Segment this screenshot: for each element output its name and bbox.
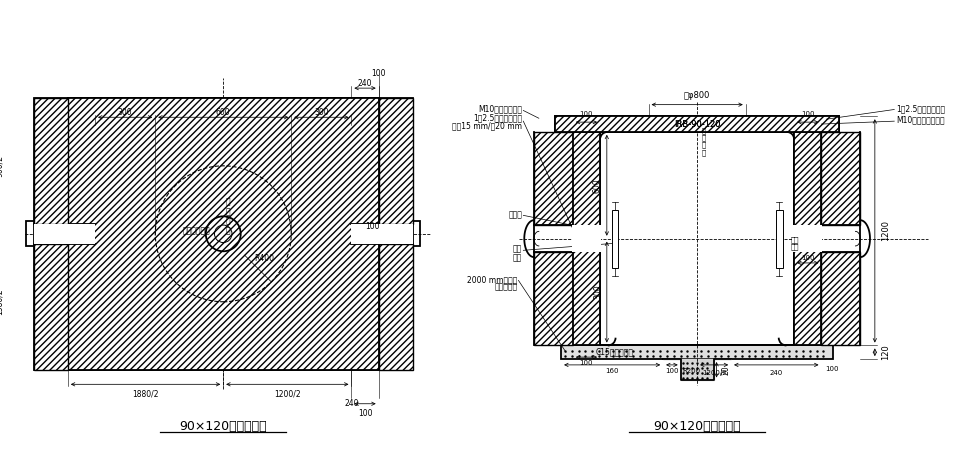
Bar bbox=[821, 252, 860, 345]
Text: R200: R200 bbox=[683, 368, 701, 374]
Text: 240: 240 bbox=[344, 399, 358, 408]
Text: 100: 100 bbox=[365, 222, 380, 231]
Text: 300: 300 bbox=[593, 285, 602, 299]
Text: 240: 240 bbox=[770, 370, 783, 375]
Text: 厚内15 mm/外20 mm: 厚内15 mm/外20 mm bbox=[452, 122, 522, 130]
Text: 100: 100 bbox=[579, 111, 593, 117]
Bar bbox=[555, 116, 839, 132]
Bar bbox=[352, 224, 413, 243]
Bar bbox=[220, 125, 228, 130]
Text: 1580/2: 1580/2 bbox=[0, 288, 4, 315]
Bar bbox=[95, 125, 352, 343]
Bar bbox=[95, 125, 352, 343]
Text: 90×120手孔平面图: 90×120手孔平面图 bbox=[180, 419, 267, 433]
Text: 洞φ800: 洞φ800 bbox=[684, 91, 710, 100]
Text: 100: 100 bbox=[579, 360, 593, 366]
Bar bbox=[600, 132, 794, 345]
Bar bbox=[794, 132, 821, 345]
Bar bbox=[573, 132, 600, 345]
Bar bbox=[26, 221, 33, 247]
Text: 100: 100 bbox=[825, 366, 838, 372]
Bar bbox=[572, 225, 601, 252]
Text: 电缆
支架: 电缆 支架 bbox=[791, 237, 799, 250]
Bar bbox=[573, 132, 600, 345]
Text: 600: 600 bbox=[216, 108, 230, 117]
Text: R400: R400 bbox=[254, 254, 274, 262]
Text: M10水泥砂浆砖砌体: M10水泥砂浆砖砌体 bbox=[896, 116, 945, 125]
Text: 240: 240 bbox=[358, 79, 372, 88]
Text: IRB-90-120: IRB-90-120 bbox=[674, 119, 721, 128]
Text: 手
孔
中
线: 手 孔 中 线 bbox=[702, 128, 706, 156]
Text: 160: 160 bbox=[605, 368, 619, 374]
Text: 120: 120 bbox=[880, 345, 890, 360]
Bar bbox=[379, 243, 413, 370]
Text: 300: 300 bbox=[118, 108, 133, 117]
Bar bbox=[33, 98, 68, 370]
Bar bbox=[220, 338, 228, 343]
Text: 拉力环: 拉力环 bbox=[509, 210, 522, 219]
Text: C15混凝土基础: C15混凝土基础 bbox=[596, 348, 633, 357]
Text: 1200/2: 1200/2 bbox=[274, 389, 300, 398]
Text: 2000 mm加钢筋: 2000 mm加钢筋 bbox=[467, 275, 517, 284]
Text: 手
孔
中
线: 手 孔 中 线 bbox=[226, 197, 230, 235]
Text: 穿钉
位置: 穿钉 位置 bbox=[513, 244, 522, 262]
Bar bbox=[600, 132, 794, 345]
Bar bbox=[68, 98, 379, 370]
Bar bbox=[33, 243, 68, 370]
Text: 1200: 1200 bbox=[880, 220, 890, 242]
Text: 100: 100 bbox=[371, 69, 386, 78]
Bar bbox=[68, 98, 379, 370]
Bar bbox=[612, 209, 619, 268]
Text: M10水泥砂浆填层: M10水泥砂浆填层 bbox=[478, 104, 522, 113]
Bar bbox=[561, 345, 833, 359]
Text: 1880/2: 1880/2 bbox=[132, 389, 159, 398]
Text: 1200/2: 1200/2 bbox=[702, 370, 727, 375]
Text: IRB-90-120: IRB-90-120 bbox=[674, 119, 721, 128]
Text: 100: 100 bbox=[801, 111, 815, 117]
Text: 混凝土基础: 混凝土基础 bbox=[494, 283, 517, 292]
Text: 100: 100 bbox=[801, 255, 815, 261]
Bar bbox=[794, 132, 821, 345]
Bar bbox=[413, 221, 421, 247]
Text: 20: 20 bbox=[722, 365, 730, 375]
Text: 100: 100 bbox=[358, 409, 372, 418]
Text: 1：2.5水泥砂浆抹缝: 1：2.5水泥砂浆抹缝 bbox=[896, 104, 945, 113]
Text: 100: 100 bbox=[665, 368, 679, 374]
Bar bbox=[534, 132, 573, 225]
Text: 手孔管道中线: 手孔管道中线 bbox=[183, 227, 210, 235]
Text: 90×120手孔断面图: 90×120手孔断面图 bbox=[653, 419, 741, 433]
Text: 600: 600 bbox=[593, 178, 602, 192]
Bar bbox=[33, 224, 95, 243]
Text: 1：2.5水泥砂浆抹面: 1：2.5水泥砂浆抹面 bbox=[473, 114, 522, 123]
Bar bbox=[344, 231, 352, 236]
Bar bbox=[379, 98, 413, 224]
Text: 300: 300 bbox=[314, 108, 329, 117]
Bar bbox=[776, 209, 783, 268]
Polygon shape bbox=[663, 359, 731, 380]
Bar bbox=[95, 231, 102, 236]
Bar bbox=[793, 225, 822, 252]
Bar bbox=[33, 98, 68, 224]
Bar bbox=[534, 252, 573, 345]
Bar bbox=[379, 98, 413, 370]
Bar bbox=[821, 132, 860, 225]
Bar bbox=[555, 116, 839, 132]
Text: 900/2: 900/2 bbox=[0, 155, 4, 177]
